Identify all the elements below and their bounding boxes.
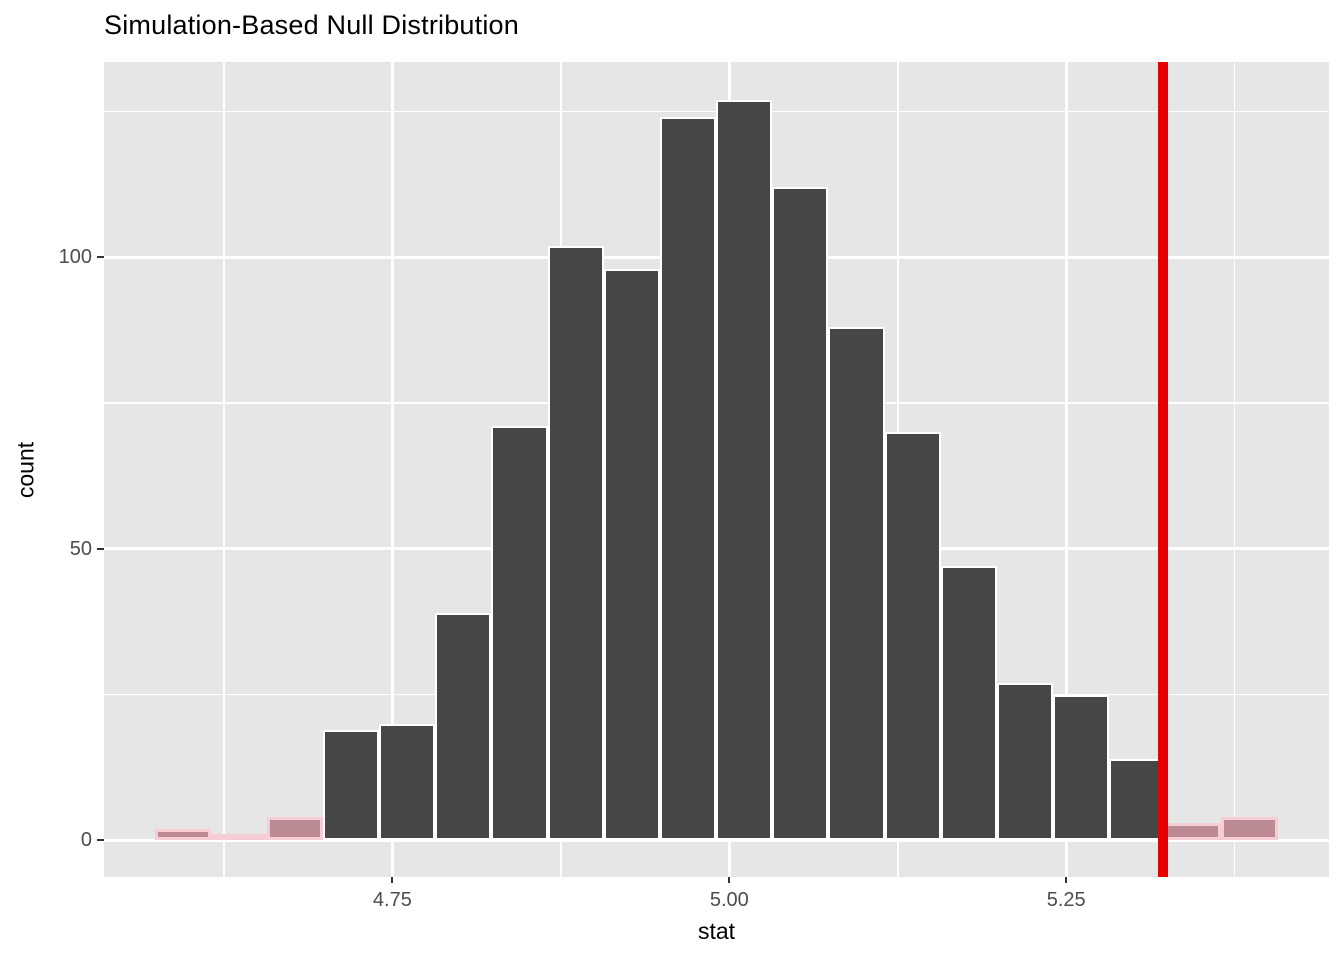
histogram-bar (547, 245, 604, 841)
histogram-bar (659, 117, 717, 841)
shaded-histogram-bar (266, 816, 323, 841)
observed-stat-line (1158, 62, 1169, 877)
histogram-bar (828, 327, 885, 841)
histogram-bar (996, 682, 1053, 841)
plot-title: Simulation-Based Null Distribution (104, 10, 519, 40)
histogram-bar (379, 723, 436, 841)
histogram-bar (940, 566, 997, 841)
shaded-histogram-bar (1221, 816, 1278, 841)
plot-panel (104, 62, 1329, 877)
y-tick-mark (97, 839, 104, 842)
y-major-gridline (104, 838, 1329, 842)
x-major-gridline (390, 62, 394, 877)
x-axis-title: stat (697, 918, 736, 944)
x-minor-gridline (223, 62, 225, 877)
y-tick-mark (97, 256, 104, 259)
x-tick-mark (728, 877, 731, 883)
histogram-bar (884, 432, 941, 841)
histogram-bar (772, 187, 829, 841)
y-axis-title: count (12, 441, 39, 498)
y-tick-label: 50 (69, 537, 92, 560)
x-tick-mark (1065, 877, 1068, 883)
shaded-histogram-bar (154, 828, 211, 841)
histogram-bar (322, 729, 380, 841)
shaded-histogram-bar (210, 834, 267, 841)
y-tick-label: 100 (58, 246, 92, 269)
x-minor-gridline (1233, 62, 1236, 877)
histogram-bar (491, 426, 548, 841)
x-major-gridline (1064, 62, 1068, 877)
y-tick-mark (97, 547, 104, 550)
shaded-histogram-bar (1165, 822, 1222, 841)
x-tick-label: 5.00 (709, 889, 749, 911)
x-tick-label: 4.75 (372, 889, 412, 911)
x-tick-mark (391, 877, 394, 883)
histogram-bar (1053, 694, 1110, 841)
histogram-bar (435, 612, 492, 841)
y-tick-label: 0 (80, 829, 92, 852)
histogram-bar (1109, 758, 1166, 841)
x-tick-label: 5.25 (1046, 889, 1086, 911)
histogram-bar (716, 99, 773, 841)
histogram-bar (603, 268, 660, 841)
